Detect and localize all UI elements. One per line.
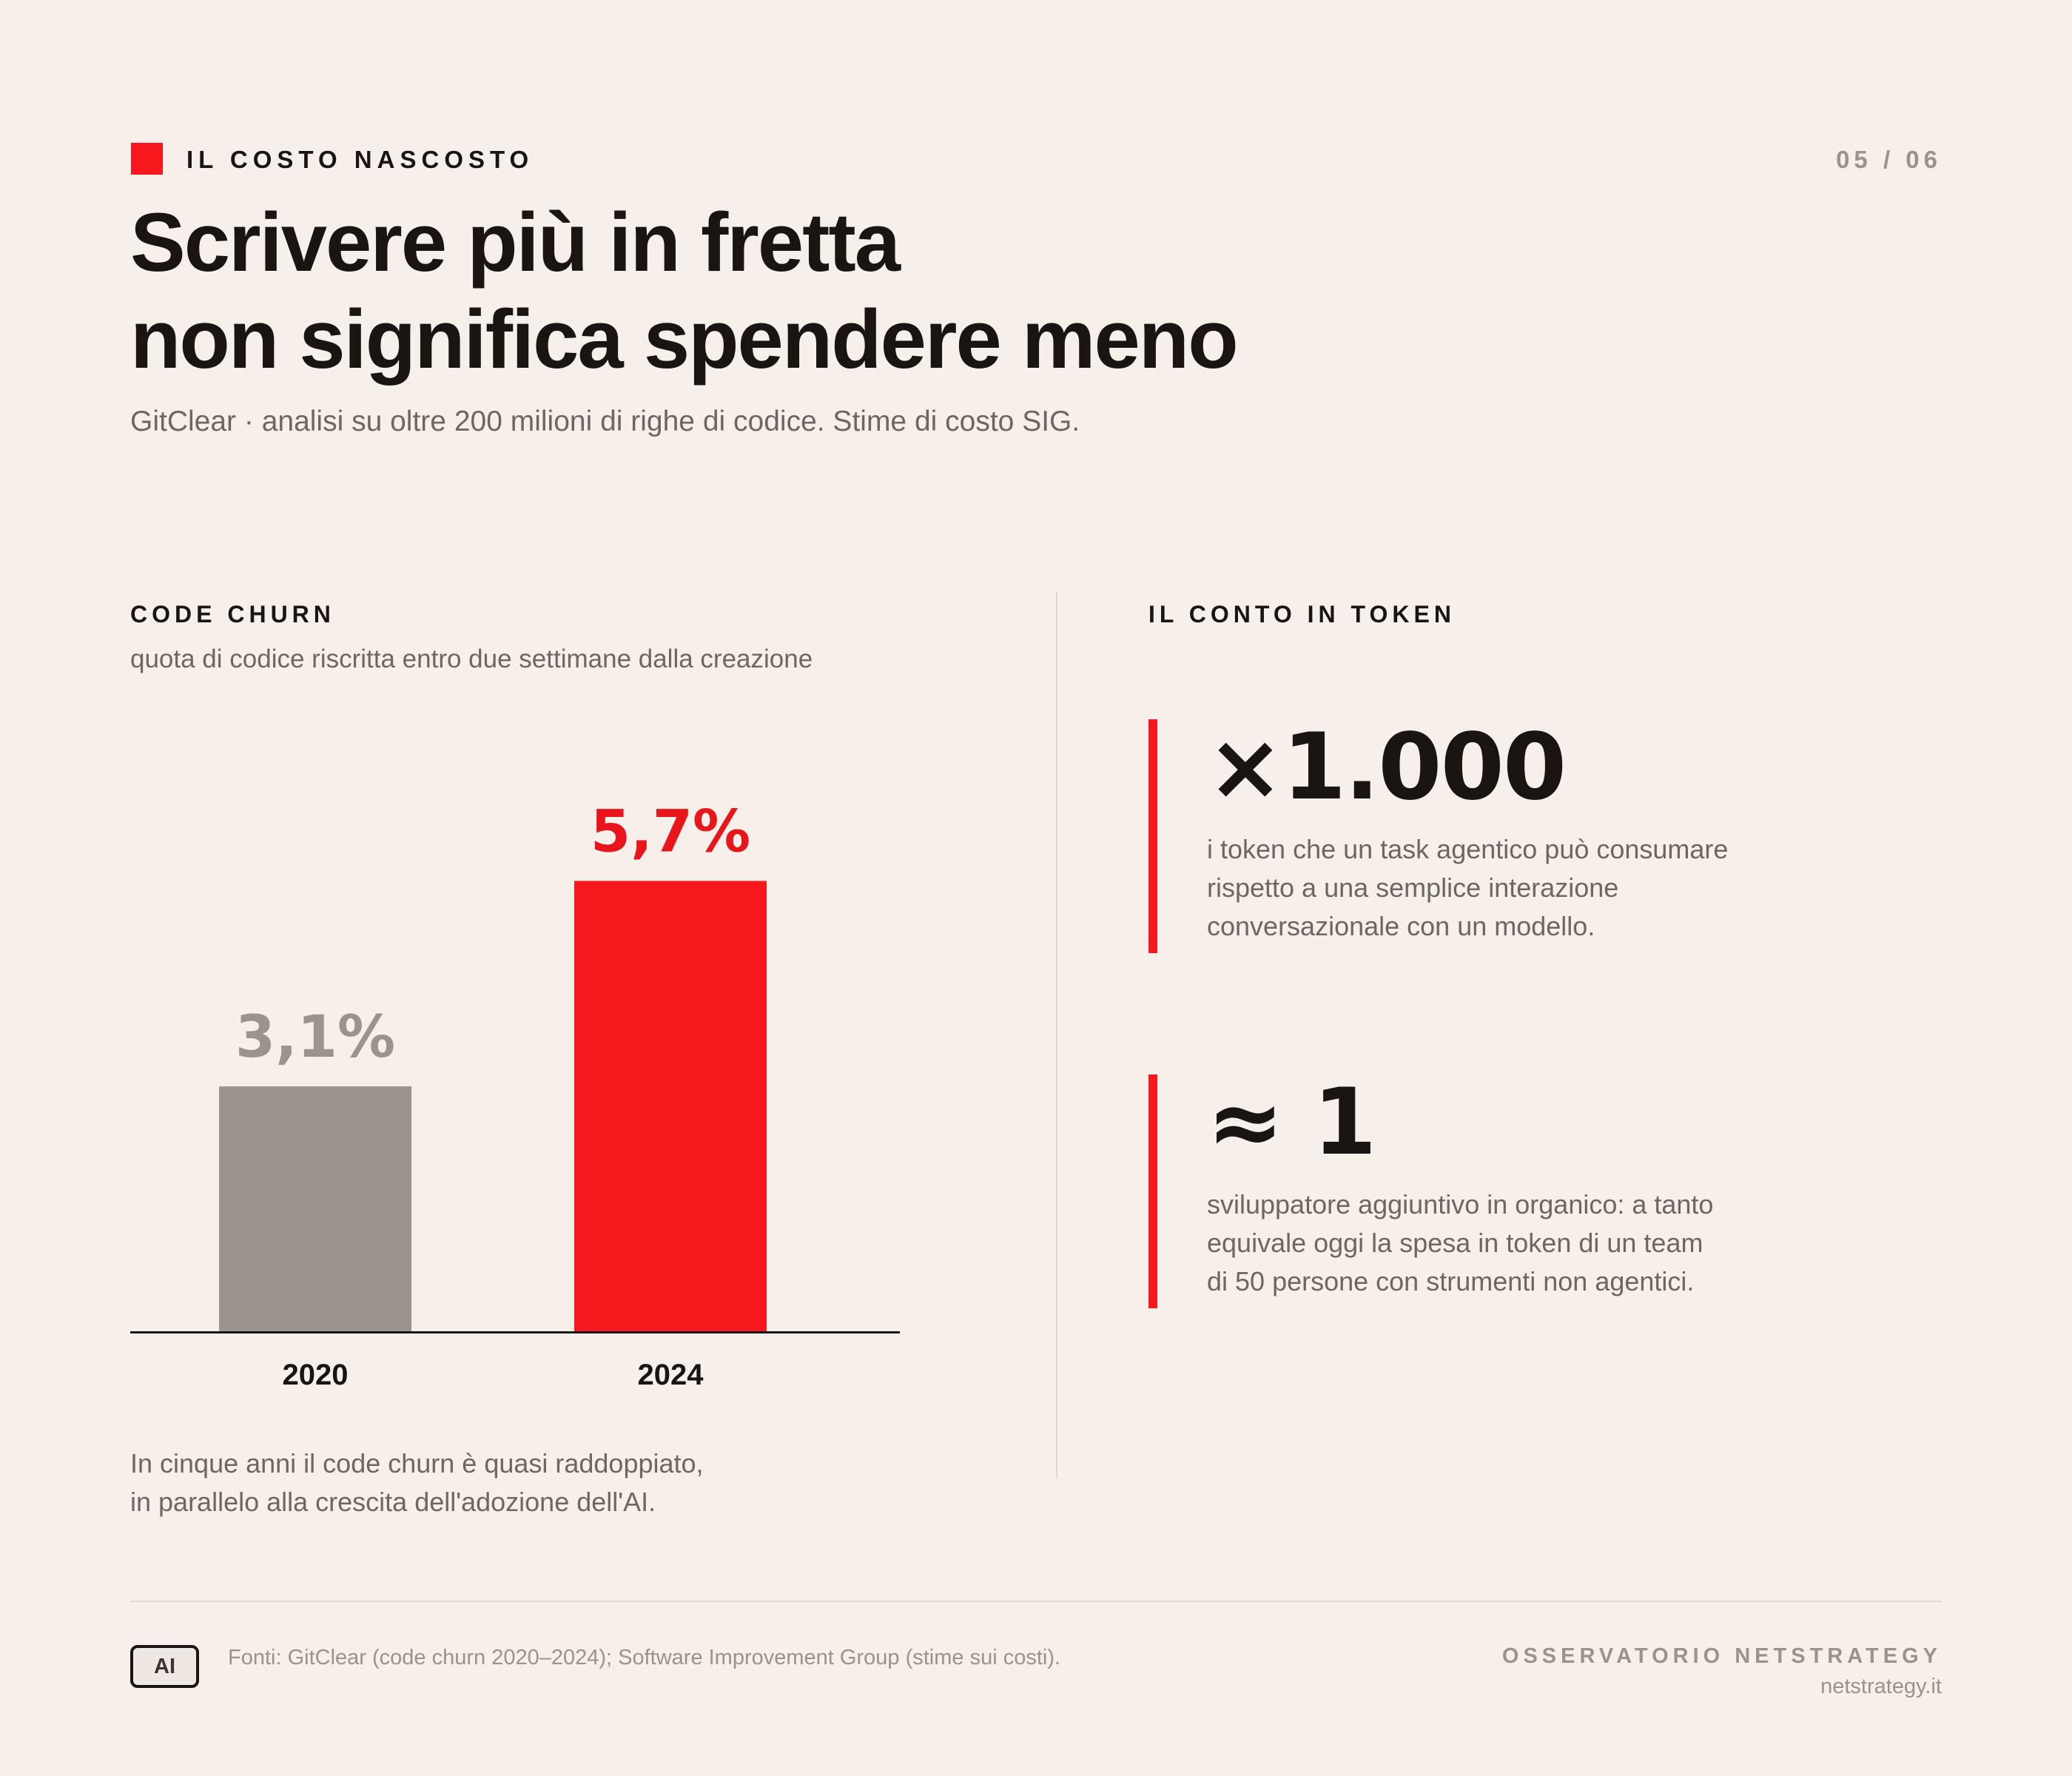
- data-label-2020: 3,1%: [235, 1004, 395, 1071]
- churn-bar-chart: 3,1% 2020 5,7% 2024: [130, 798, 900, 1391]
- stat-value: ≈ 1: [1207, 1069, 1376, 1176]
- stat-description: sviluppatore aggiuntivo in organico: a t…: [1207, 1185, 1962, 1301]
- ai-badge: AI: [130, 1645, 199, 1688]
- stat-token-multiplier: ×1.000 i token che un task agentico può …: [1148, 719, 1962, 953]
- stat-description-line: rispetto a una semplice interazione: [1207, 872, 1619, 903]
- stat-description-line: conversazionale con un modello.: [1207, 911, 1595, 941]
- stat-description-line: sviluppatore aggiuntivo in organico: a t…: [1207, 1189, 1714, 1220]
- footer-divider: [130, 1601, 1942, 1602]
- page-title: Scrivere più in fretta non significa spe…: [130, 194, 1610, 388]
- page-subtitle: GitClear · analisi su oltre 200 milioni …: [130, 406, 1080, 437]
- bar-2020: [219, 1086, 411, 1331]
- section-kicker: IL COSTO NASCOSTO: [186, 146, 534, 173]
- token-section-label: IL CONTO IN TOKEN: [1148, 601, 1456, 628]
- churn-section-label: CODE CHURN: [130, 601, 335, 628]
- sources-text: Fonti: GitClear (code churn 2020–2024); …: [228, 1646, 1061, 1669]
- chart-note-line-1: In cinque anni il code churn è quasi rad…: [130, 1448, 704, 1479]
- chart-note: In cinque anni il code churn è quasi rad…: [130, 1444, 704, 1521]
- stat-description-line: di 50 persone con strumenti non agentici…: [1207, 1266, 1695, 1296]
- x-tick-label-2020: 2020: [283, 1359, 349, 1391]
- title-line-1: Scrivere più in fretta: [130, 196, 901, 289]
- brand-name: OSSERVATORIO NETSTRATEGY: [1501, 1644, 1942, 1668]
- churn-description: quota di codice riscritta entro due sett…: [130, 645, 813, 673]
- stat-developer-equivalent: ≈ 1 sviluppatore aggiuntivo in organico:…: [1148, 1074, 1962, 1308]
- stat-description-line: equivale oggi la spesa in token di un te…: [1207, 1228, 1703, 1258]
- brand-site: netstrategy.it: [1820, 1675, 1942, 1698]
- vertical-divider: [1056, 592, 1057, 1479]
- bar-2024: [574, 881, 767, 1331]
- chart-note-line-2: in parallelo alla crescita dell'adozione…: [130, 1487, 656, 1517]
- page-number: 05 / 06: [1836, 146, 1942, 173]
- data-label-2024: 5,7%: [591, 798, 750, 865]
- stat-description-line: i token che un task agentico può consuma…: [1207, 834, 1729, 864]
- stat-description: i token che un task agentico può consuma…: [1207, 830, 1962, 946]
- title-line-2: non significa spendere meno: [130, 293, 1239, 386]
- kicker-square: [131, 143, 163, 175]
- x-tick-label-2024: 2024: [638, 1359, 704, 1391]
- stat-value: ×1.000: [1207, 714, 1567, 821]
